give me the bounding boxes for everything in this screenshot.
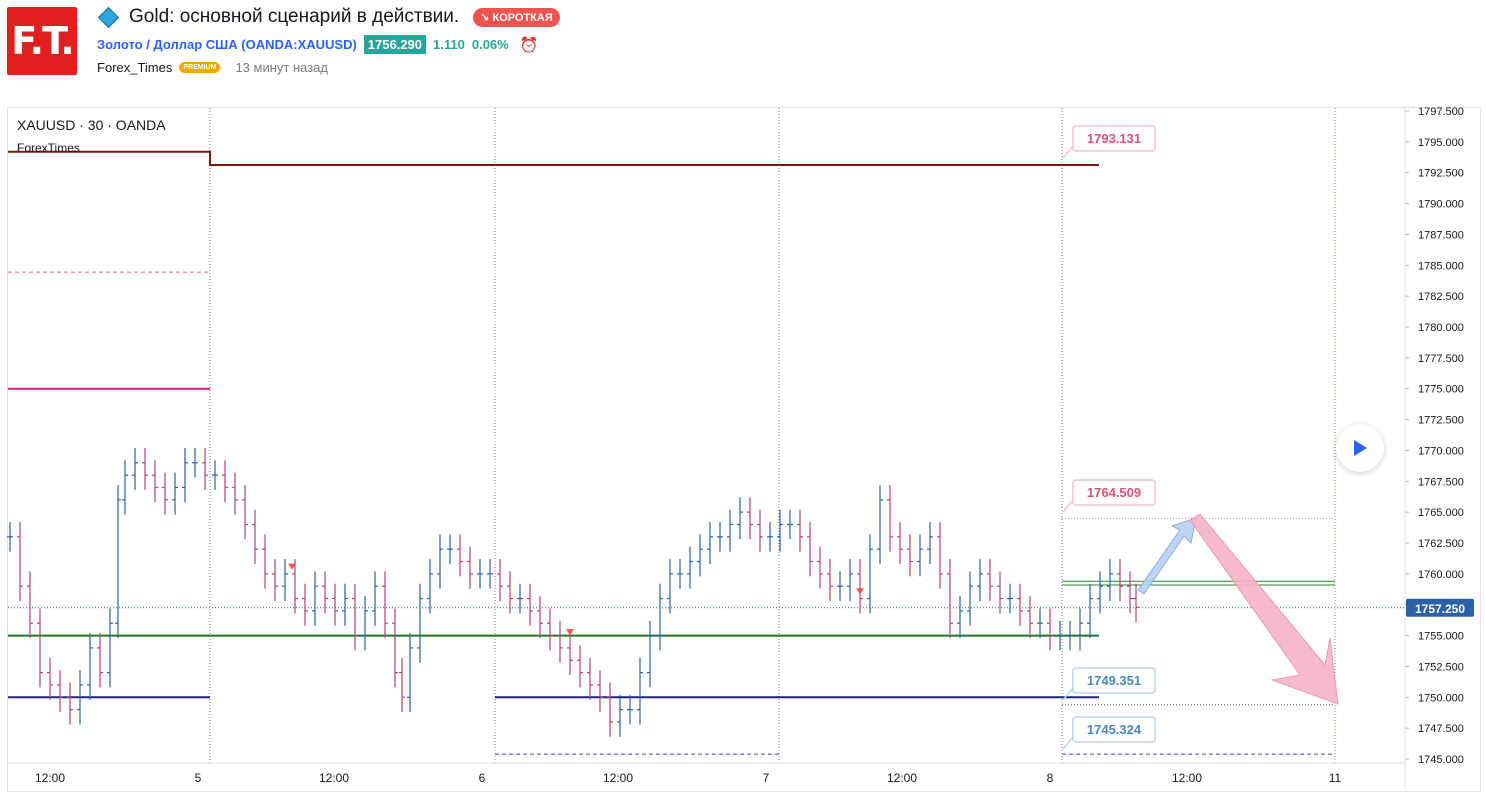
x-tick-label: 7 — [763, 771, 770, 785]
current-price-label: 1757.250 — [1415, 602, 1465, 616]
short-badge: ↘ КОРОТКАЯ — [473, 7, 560, 27]
x-tick-label: 12:00 — [887, 771, 917, 785]
y-tick-label: 1772.500 — [1418, 415, 1464, 427]
level-callout-label: 1764.509 — [1087, 485, 1141, 500]
chart-panel[interactable] — [7, 107, 1481, 792]
y-tick-label: 1765.000 — [1418, 507, 1464, 519]
x-tick-label: 12:00 — [603, 771, 633, 785]
y-tick-label: 1762.500 — [1418, 538, 1464, 550]
y-tick-label: 1747.500 — [1418, 723, 1464, 735]
idea-title: Gold: основной сценарий в действии. — [129, 6, 460, 27]
x-tick-label: 5 — [195, 771, 202, 785]
x-tick-label: 8 — [1047, 771, 1054, 785]
level-callout-label: 1745.324 — [1087, 722, 1142, 737]
level-callout-pointer — [1062, 687, 1074, 701]
y-tick-label: 1797.500 — [1418, 106, 1464, 118]
y-tick-label: 1745.000 — [1418, 754, 1464, 766]
up-forecast-arrow — [1137, 517, 1197, 595]
y-tick-label: 1760.000 — [1418, 569, 1464, 581]
level-callout-box — [1072, 716, 1156, 743]
change-pct: 0.06% — [471, 37, 509, 52]
down-forecast-arrow — [1189, 513, 1339, 705]
y-tick-label: 1785.000 — [1418, 260, 1464, 272]
x-tick-label: 12:00 — [1172, 771, 1202, 785]
resistance-pivot-line — [8, 150, 1099, 166]
x-tick-label: 12:00 — [35, 771, 65, 785]
level-callout-label: 1793.131 — [1087, 131, 1141, 146]
play-button[interactable] — [1336, 424, 1384, 472]
symbol-code: (OANDA:XAUUSD) — [241, 37, 357, 52]
brand-logo: F.T. — [7, 7, 77, 75]
y-tick-label: 1795.000 — [1418, 137, 1464, 149]
y-tick-label: 1777.500 — [1418, 353, 1464, 365]
x-tick-label: 6 — [479, 771, 486, 785]
level-callout-label: 1749.351 — [1087, 673, 1141, 688]
y-tick-label: 1792.500 — [1418, 168, 1464, 180]
author-name[interactable]: Forex_Times — [97, 60, 173, 75]
y-tick-label: 1770.000 — [1418, 445, 1464, 457]
y-tick-label: 1775.000 — [1418, 384, 1464, 396]
play-icon — [1354, 440, 1367, 456]
level-callout-pointer — [1062, 145, 1074, 159]
y-tick-label: 1787.500 — [1418, 229, 1464, 241]
y-tick-label: 1780.000 — [1418, 322, 1464, 334]
y-tick-label: 1755.000 — [1418, 631, 1464, 643]
symbol-link[interactable]: Золото / Доллар США (OANDA:XAUUSD) — [97, 37, 357, 52]
published-time: 13 минут назад — [235, 60, 328, 75]
level-callout-pointer — [1062, 499, 1074, 513]
sell-marker — [566, 629, 574, 636]
x-tick-label: 12:00 — [319, 771, 349, 785]
indicator-label: ForexTimes — [17, 141, 80, 155]
current-price-tag — [1406, 598, 1474, 617]
y-tick-label: 1790.000 — [1418, 199, 1464, 211]
idea-title-row: Gold: основной сценарий в действии. ↘ КО… — [97, 6, 560, 28]
chart-symbol-label: XAUUSD · 30 · OANDA — [17, 117, 166, 133]
author-row: Forex_Times PREMIUM 13 минут назад — [97, 60, 328, 75]
change-abs: 1.110 — [433, 37, 465, 52]
symbol-name: Золото / Доллар США — [97, 37, 238, 52]
last-price: 1756.290 — [363, 35, 427, 54]
symbol-row: Золото / Доллар США (OANDA:XAUUSD) 1756.… — [97, 35, 538, 54]
y-tick-label: 1767.500 — [1418, 476, 1464, 488]
x-tick-label: 11 — [1329, 771, 1342, 785]
level-callout-pointer — [1062, 736, 1074, 750]
sell-marker — [856, 588, 864, 595]
y-tick-label: 1782.500 — [1418, 291, 1464, 303]
y-tick-label: 1752.500 — [1418, 661, 1464, 673]
premium-badge: PREMIUM — [179, 62, 221, 73]
level-callout-box — [1072, 667, 1156, 694]
sell-marker — [288, 563, 296, 570]
alarm-clock-icon[interactable]: ⏰ — [519, 36, 539, 54]
level-callout-box — [1072, 479, 1156, 506]
level-callout-box — [1072, 125, 1156, 152]
y-tick-label: 1750.000 — [1418, 692, 1464, 704]
